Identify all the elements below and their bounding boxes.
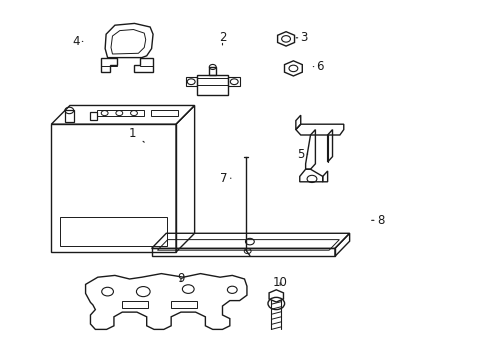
Bar (197, 75, 228, 95)
Bar (209, 67, 216, 75)
Text: 7: 7 (220, 172, 230, 185)
Bar (171, 301, 196, 308)
Bar (151, 110, 178, 116)
Bar (60, 217, 167, 246)
Bar (122, 301, 147, 308)
Text: 5: 5 (296, 148, 307, 161)
Bar (89, 112, 97, 120)
Text: 3: 3 (296, 31, 307, 44)
Text: 2: 2 (218, 31, 226, 45)
Text: 10: 10 (272, 276, 287, 289)
Text: 8: 8 (371, 214, 384, 227)
Bar (51, 124, 176, 252)
Text: 9: 9 (177, 273, 184, 285)
Bar (65, 111, 74, 122)
Text: 1: 1 (128, 127, 144, 142)
Text: 6: 6 (313, 60, 324, 73)
Bar (97, 110, 143, 116)
Text: 4: 4 (72, 35, 82, 48)
